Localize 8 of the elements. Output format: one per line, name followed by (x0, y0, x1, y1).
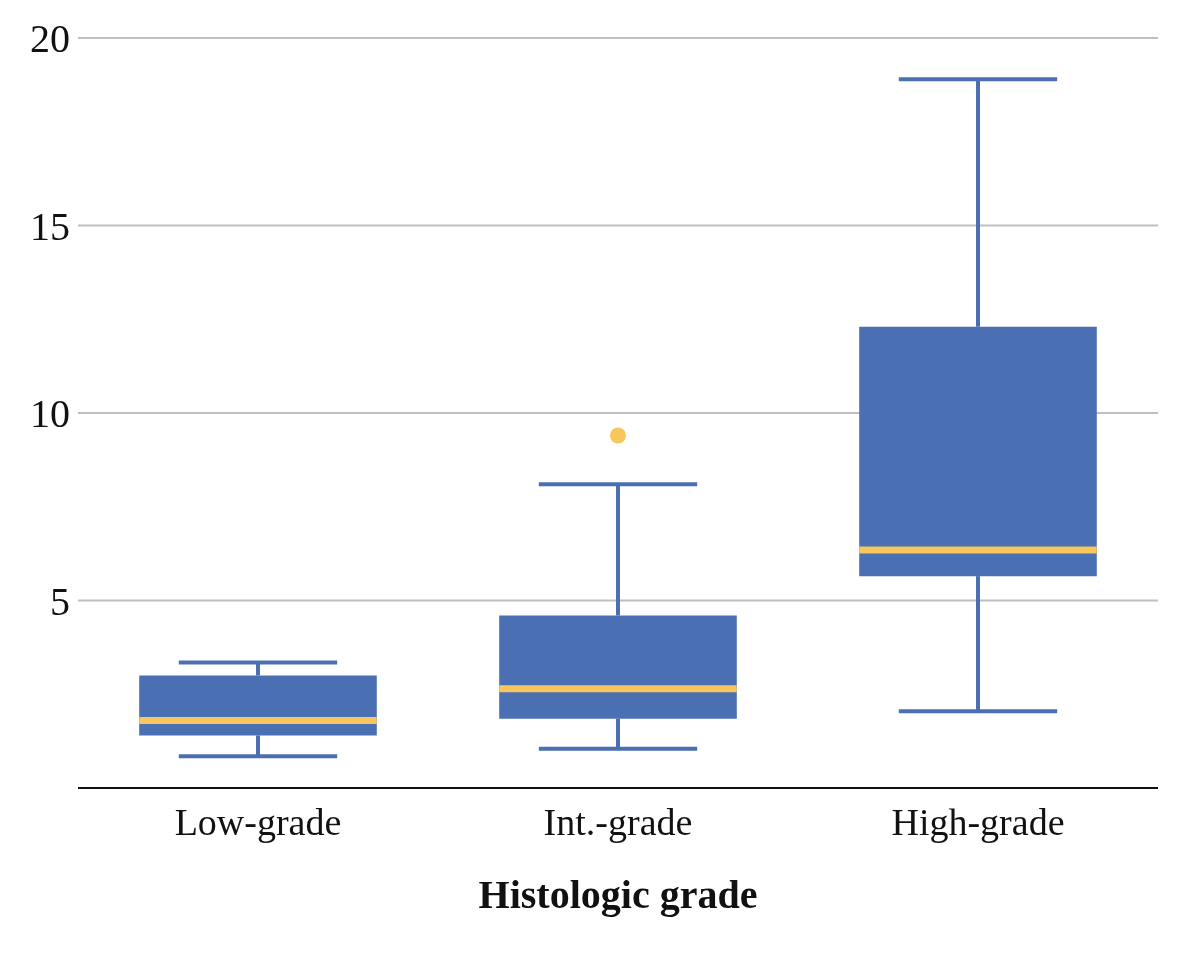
y-tick-label: 15 (30, 203, 70, 249)
x-tick-label: Int.-grade (543, 800, 693, 843)
y-tick-label: 20 (30, 16, 70, 62)
y-tick-label: 5 (50, 578, 70, 624)
x-tick-label: Low-grade (174, 800, 342, 843)
x-axis-title: Histologic grade (478, 872, 758, 917)
y-tick-label: 10 (30, 391, 70, 437)
x-tick-label: High-grade (891, 800, 1065, 843)
